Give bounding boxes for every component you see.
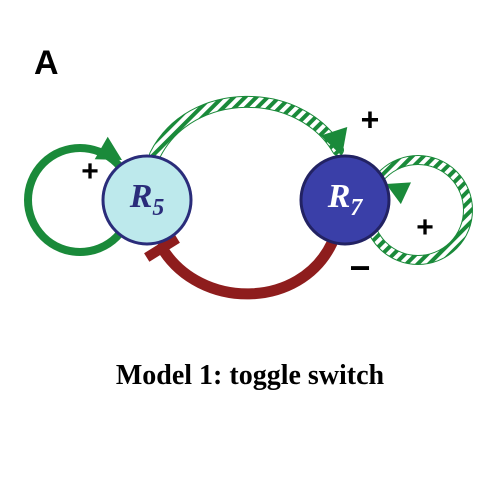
node-r7-label-main: R — [328, 178, 351, 215]
node-r5-label-main: R — [130, 178, 153, 215]
diagram-canvas: A R5 R7 + + + − Model 1: toggle switch — [0, 0, 500, 500]
caption: Model 1: toggle switch — [0, 360, 500, 392]
sign-r7-to-r5: − — [349, 247, 370, 289]
sign-r5-to-r7: + — [361, 102, 380, 139]
diagram-svg — [0, 0, 500, 500]
node-r7-label-sub: 7 — [350, 195, 362, 221]
node-r5-label-sub: 5 — [152, 195, 164, 221]
edge-r5-to-r7 — [155, 102, 355, 160]
sign-r5-self: + — [81, 155, 99, 189]
node-r5-label: R5 — [130, 178, 165, 222]
panel-letter: A — [34, 44, 59, 83]
node-r7-label: R7 — [328, 178, 363, 222]
edge-r7-to-r5 — [144, 234, 332, 294]
sign-r7-self: + — [416, 211, 434, 245]
